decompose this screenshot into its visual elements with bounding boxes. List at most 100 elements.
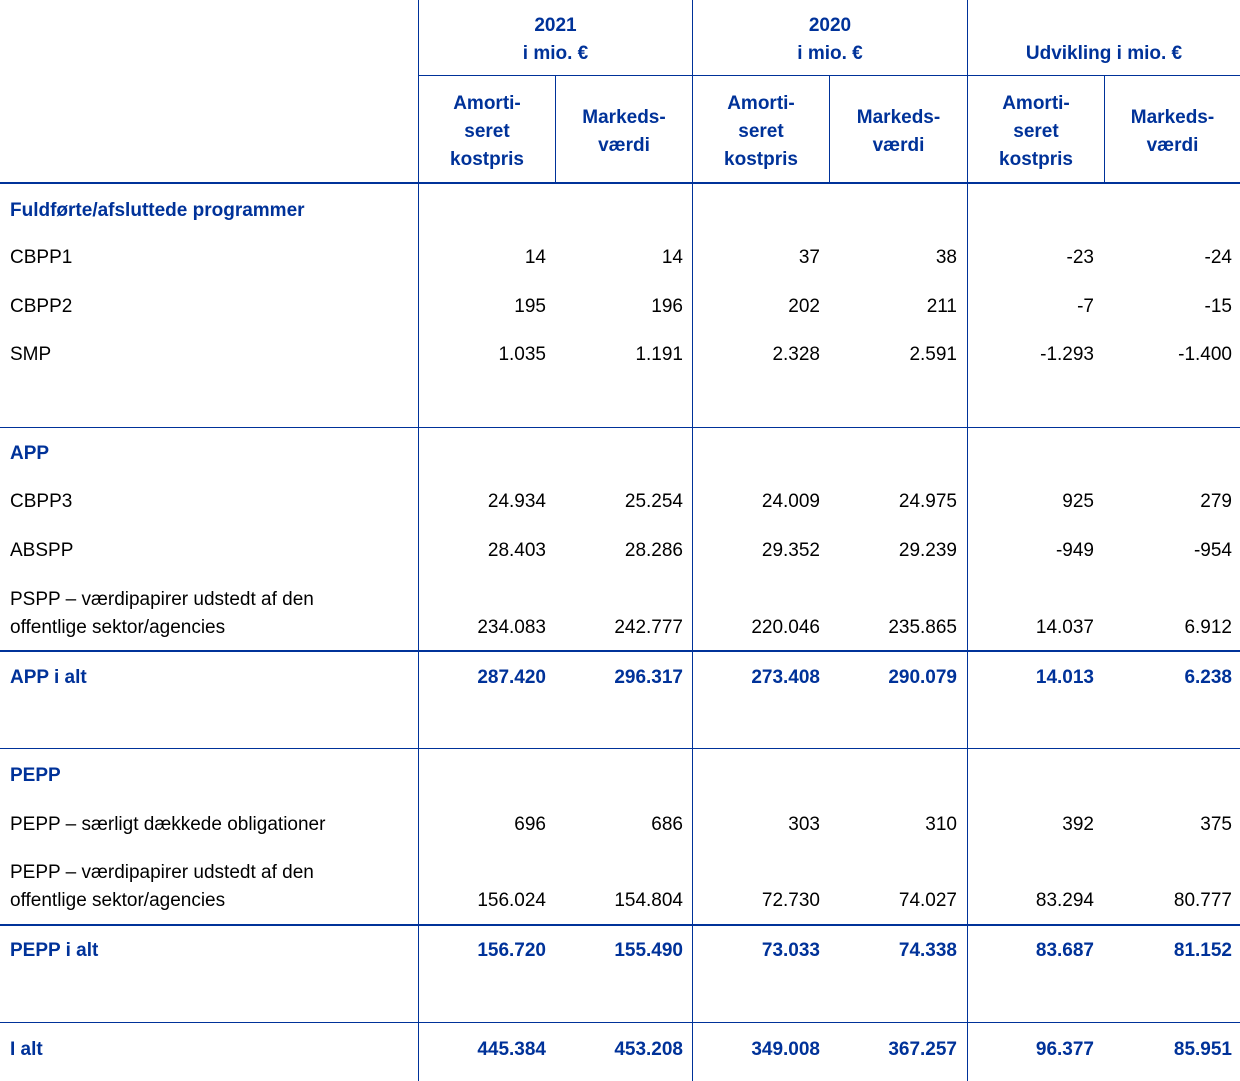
section-rule bbox=[0, 1022, 1240, 1023]
header-sub-amortised-change: Amorti- seret kostpris bbox=[999, 93, 1073, 170]
value-cell: 156.024 bbox=[477, 890, 546, 911]
total-value-cell: 296.317 bbox=[614, 667, 683, 688]
total-value-cell: 349.008 bbox=[751, 1039, 820, 1060]
total-value-cell: 287.420 bbox=[477, 667, 546, 688]
value-cell: 14 bbox=[524, 247, 546, 268]
value-cell: -1.293 bbox=[1040, 344, 1094, 365]
total-value-cell: 6.238 bbox=[1184, 667, 1232, 688]
header-sub-amortised-2021: Amorti- seret kostpris bbox=[450, 93, 524, 170]
value-cell: 6.912 bbox=[1184, 617, 1232, 638]
total-value-cell: 81.152 bbox=[1173, 940, 1232, 961]
value-cell: 29.239 bbox=[898, 540, 957, 561]
total-value-cell: 156.720 bbox=[477, 940, 546, 961]
value-cell: 24.975 bbox=[898, 491, 957, 512]
header-divider bbox=[418, 75, 1240, 76]
value-cell: -1.400 bbox=[1178, 344, 1232, 365]
value-cell: 202 bbox=[788, 296, 820, 317]
header-bottom-rule bbox=[0, 182, 1240, 184]
value-cell: 1.191 bbox=[635, 344, 683, 365]
section-title-completed: Fuldførte/afsluttede programmer bbox=[10, 200, 305, 221]
total-value-cell: 290.079 bbox=[888, 667, 957, 688]
value-cell: 220.046 bbox=[751, 617, 820, 638]
value-cell: 25.254 bbox=[624, 491, 683, 512]
total-value-cell: 273.408 bbox=[751, 667, 820, 688]
value-cell: 24.934 bbox=[487, 491, 546, 512]
total-value-cell: 367.257 bbox=[888, 1039, 957, 1060]
value-cell: 235.865 bbox=[888, 617, 957, 638]
value-cell: 392 bbox=[1062, 814, 1094, 835]
header-group-change: Udvikling i mio. € bbox=[968, 12, 1240, 96]
section-rule bbox=[0, 748, 1240, 749]
column-divider bbox=[692, 0, 693, 1081]
value-cell: 24.009 bbox=[761, 491, 820, 512]
total-value-cell: 96.377 bbox=[1035, 1039, 1094, 1060]
row-label: PEPP – særligt dækkede obligationer bbox=[10, 814, 326, 835]
row-label: SMP bbox=[10, 344, 52, 365]
total-value-cell: 445.384 bbox=[477, 1039, 546, 1060]
value-cell: 196 bbox=[651, 296, 683, 317]
row-label: PSPP – værdipapirer udstedt af den offen… bbox=[10, 589, 314, 638]
value-cell: -23 bbox=[1066, 247, 1094, 268]
section-rule bbox=[0, 427, 1240, 428]
total-rule bbox=[0, 650, 1240, 652]
value-cell: 696 bbox=[514, 814, 546, 835]
value-cell: 925 bbox=[1062, 491, 1094, 512]
value-cell: 195 bbox=[514, 296, 546, 317]
value-cell: 14.037 bbox=[1035, 617, 1094, 638]
row-label: ABSPP bbox=[10, 540, 74, 561]
header-sub-amortised-2020: Amorti- seret kostpris bbox=[724, 93, 798, 170]
value-cell: 80.777 bbox=[1173, 890, 1232, 911]
value-cell: 38 bbox=[935, 247, 957, 268]
header-sub-market-change: Markeds- værdi bbox=[1130, 107, 1215, 156]
value-cell: 686 bbox=[651, 814, 683, 835]
total-value-cell: 85.951 bbox=[1173, 1039, 1232, 1060]
row-label: CBPP1 bbox=[10, 247, 73, 268]
value-cell: 154.804 bbox=[614, 890, 683, 911]
value-cell: 375 bbox=[1200, 814, 1232, 835]
subcolumn-divider bbox=[555, 76, 556, 183]
total-value-cell: 155.490 bbox=[614, 940, 683, 961]
header-group-change-label: Udvikling i mio. € bbox=[1025, 43, 1183, 64]
total-row-label: APP i alt bbox=[10, 667, 87, 688]
value-cell: 28.403 bbox=[487, 540, 546, 561]
value-cell: -949 bbox=[1055, 540, 1094, 561]
value-cell: 242.777 bbox=[614, 617, 683, 638]
value-cell: 28.286 bbox=[624, 540, 683, 561]
value-cell: 14 bbox=[661, 247, 683, 268]
value-cell: 279 bbox=[1200, 491, 1232, 512]
total-rule bbox=[0, 924, 1240, 926]
header-sub-market-2021: Markeds- værdi bbox=[582, 107, 666, 156]
total-row-label: PEPP i alt bbox=[10, 940, 99, 961]
value-cell: 1.035 bbox=[498, 344, 546, 365]
section-title-pepp: PEPP bbox=[10, 765, 61, 786]
value-cell: 2.591 bbox=[909, 344, 957, 365]
column-divider bbox=[967, 0, 968, 1081]
column-divider bbox=[418, 0, 419, 1081]
total-value-cell: 73.033 bbox=[761, 940, 820, 961]
row-label: PEPP – værdipapirer udstedt af den offen… bbox=[10, 862, 314, 911]
header-sub-market-2020: Markeds- værdi bbox=[856, 107, 941, 156]
total-value-cell: 74.338 bbox=[898, 940, 957, 961]
value-cell: -15 bbox=[1204, 296, 1232, 317]
subcolumn-divider bbox=[829, 76, 830, 183]
value-cell: 29.352 bbox=[761, 540, 820, 561]
subcolumn-divider bbox=[1104, 76, 1105, 183]
section-title-app: APP bbox=[10, 443, 50, 464]
row-label: CBPP3 bbox=[10, 491, 73, 512]
value-cell: 72.730 bbox=[761, 890, 820, 911]
value-cell: -954 bbox=[1193, 540, 1232, 561]
row-label: CBPP2 bbox=[10, 296, 73, 317]
value-cell: 303 bbox=[788, 814, 820, 835]
value-cell: 74.027 bbox=[898, 890, 957, 911]
total-value-cell: 453.208 bbox=[614, 1039, 683, 1060]
header-group-2020: 2020 i mio. € bbox=[797, 15, 863, 64]
total-row-label: I alt bbox=[10, 1039, 43, 1060]
total-value-cell: 83.687 bbox=[1035, 940, 1094, 961]
value-cell: -24 bbox=[1204, 247, 1232, 268]
value-cell: 2.328 bbox=[772, 344, 820, 365]
value-cell: 37 bbox=[798, 247, 820, 268]
value-cell: -7 bbox=[1077, 296, 1094, 317]
header-group-2021: 2021 i mio. € bbox=[522, 15, 589, 64]
value-cell: 310 bbox=[925, 814, 957, 835]
